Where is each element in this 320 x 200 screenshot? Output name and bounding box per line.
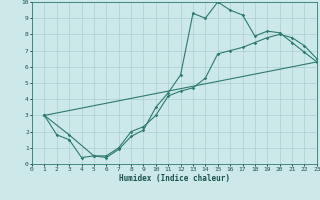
- X-axis label: Humidex (Indice chaleur): Humidex (Indice chaleur): [119, 174, 230, 183]
